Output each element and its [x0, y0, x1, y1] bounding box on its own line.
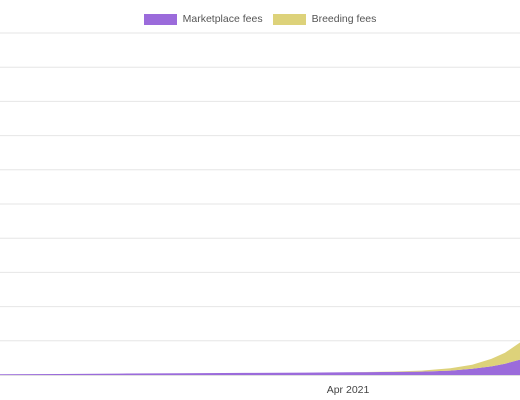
x-axis: Apr 2021 — [327, 384, 370, 396]
legend-item-breeding-fees[interactable]: Breeding fees — [272, 13, 377, 25]
chart-legend: Marketplace fees Breeding fees — [0, 13, 520, 25]
grid-lines — [0, 32, 520, 376]
legend-item-marketplace-fees[interactable]: Marketplace fees — [143, 13, 263, 25]
legend-label-marketplace-fees: Marketplace fees — [182, 13, 263, 25]
area-marketplace-fees[interactable] — [0, 359, 520, 375]
legend-swatch-marketplace-fees — [143, 13, 177, 25]
legend-label-breeding-fees: Breeding fees — [311, 13, 377, 25]
x-tick-label: Apr 2021 — [327, 384, 370, 396]
series-areas — [0, 342, 520, 375]
legend-swatch-breeding-fees — [272, 13, 306, 25]
area-breeding-fees[interactable] — [0, 342, 520, 375]
